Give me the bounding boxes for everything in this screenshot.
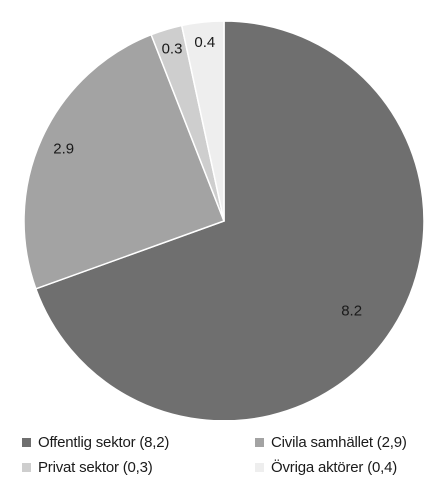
legend: Offentlig sektor (8,2) Civila samhället … <box>0 418 430 498</box>
pie-slice <box>180 20 225 222</box>
legend-swatch <box>22 438 31 447</box>
legend-swatch <box>255 463 264 472</box>
legend-swatch <box>255 438 264 447</box>
pie-slice <box>34 20 425 420</box>
legend-label: Offentlig sektor (8,2) <box>38 434 170 451</box>
legend-item-ovriga-aktorer: Övriga aktörer (0,4) <box>255 459 397 476</box>
pie-slice <box>23 33 225 290</box>
legend-item-privat-sektor: Privat sektor (0,3) <box>22 459 153 476</box>
legend-label: Privat sektor (0,3) <box>38 459 153 476</box>
legend-label: Civila samhället (2,9) <box>271 434 407 451</box>
legend-item-civila-samhallet: Civila samhället (2,9) <box>255 434 407 451</box>
slice-value-label: 0.3 <box>162 41 183 58</box>
legend-swatch <box>22 463 31 472</box>
slice-value-label: 2.9 <box>53 140 74 157</box>
legend-label: Övriga aktörer (0,4) <box>271 459 398 476</box>
slice-value-label: 0.4 <box>194 34 215 51</box>
pie-chart: 8.2 2.9 0.3 0.4 <box>23 20 425 420</box>
legend-item-offentlig-sektor: Offentlig sektor (8,2) <box>22 434 169 451</box>
slice-value-label: 8.2 <box>341 303 362 320</box>
